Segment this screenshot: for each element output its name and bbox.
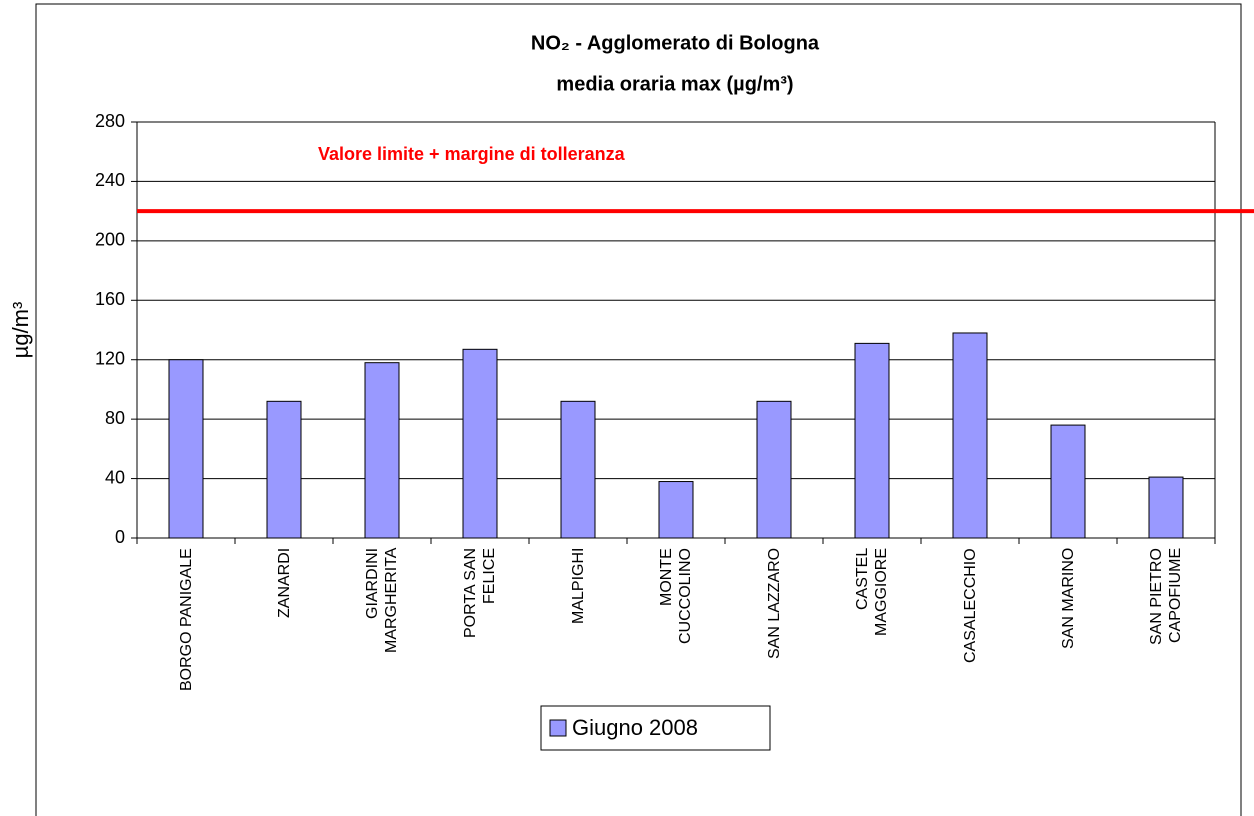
x-tick-label: ZANARDI [275,548,293,619]
y-tick-label: 160 [95,289,125,309]
x-tick-label: BORGO PANIGALE [177,548,195,691]
x-tick-label: PORTA SAN FELICE [462,548,498,639]
x-tick-label: GIARDINI MARGHERITA [364,548,400,654]
x-tick-label: CASALECCHIO [961,548,979,663]
y-tick-label: 280 [95,111,125,131]
y-tick-label: 0 [115,527,125,547]
bar [364,362,400,539]
y-tick-label: 200 [95,230,125,250]
legend-box [540,705,771,751]
bar [854,342,890,539]
x-tick-label: MALPIGHI [569,548,587,625]
bar [462,348,498,539]
chart-frame [35,3,1242,816]
bar [756,400,792,539]
chart-subtitle: media oraria max (µg/m³) [556,73,793,95]
y-tick-label: 240 [95,170,125,190]
bar [658,481,694,539]
bar [266,400,302,539]
chart-title: NO₂ - Agglomerato di Bologna [531,32,820,54]
x-tick-label: SAN MARINO [1059,548,1077,650]
y-tick-label: 40 [105,467,125,487]
x-tick-label: SAN LAZZARO [765,548,783,660]
y-tick-label: 80 [105,408,125,428]
y-axis-label: µg/m³ [8,302,33,359]
bar [1050,424,1086,539]
x-tick-label: CASTEL MAGGIORE [854,548,890,637]
annotation: Valore limite + margine di tolleranza [318,144,626,164]
bar [560,400,596,539]
bar [168,359,204,539]
x-tick-label: MONTE CUCCOLINO [658,548,694,645]
x-tick-label: SAN PIETRO CAPOFIUME [1148,548,1184,645]
bar [1148,476,1184,539]
bar [952,332,988,539]
legend-swatch [549,719,567,737]
legend-label: Giugno 2008 [572,715,698,740]
y-tick-label: 120 [95,348,125,368]
